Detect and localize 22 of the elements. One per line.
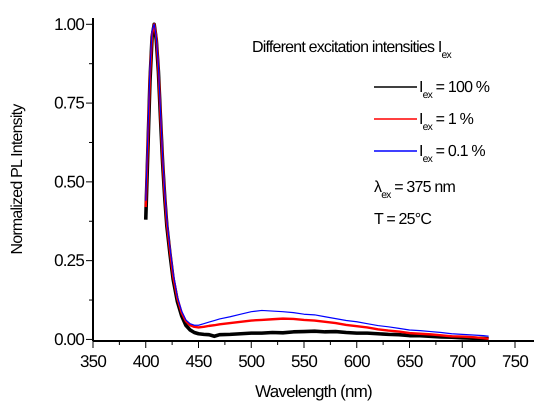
x-tick-label: 550: [291, 352, 318, 371]
y-tick-label: 1.00: [54, 14, 84, 34]
legend-label: I$_{ex}$ = 1 %: [419, 111, 474, 132]
x-tick-label: 400: [132, 352, 160, 371]
x-tick-label: 700: [449, 352, 476, 371]
y-tick-label: 0.75: [54, 94, 84, 113]
x-tick-label: 350: [80, 352, 106, 371]
x-tick-label: 450: [186, 352, 212, 371]
annotation: λ$_{ex}$ = 375 nm: [374, 179, 456, 200]
y-tick-label: 0.50: [54, 172, 84, 192]
y-tick-label: 0.25: [54, 251, 84, 270]
legend-title: Different excitation intensities I$_{ex}$: [252, 39, 452, 60]
x-tick-label: 600: [344, 352, 370, 371]
y-tick-label: 0.00: [54, 330, 84, 349]
y-axis-title: Normalized PL Intensity: [9, 104, 26, 254]
x-tick-label: 750: [502, 352, 528, 371]
annotation: T = 25°C: [374, 211, 432, 228]
x-tick-label: 500: [238, 352, 265, 371]
legend-label: I$_{ex}$ = 100 %: [419, 79, 490, 100]
x-axis-title: Wavelength (nm): [255, 382, 372, 401]
x-tick-label: 650: [396, 352, 423, 371]
legend-label: I$_{ex}$ = 0.1 %: [419, 143, 486, 164]
